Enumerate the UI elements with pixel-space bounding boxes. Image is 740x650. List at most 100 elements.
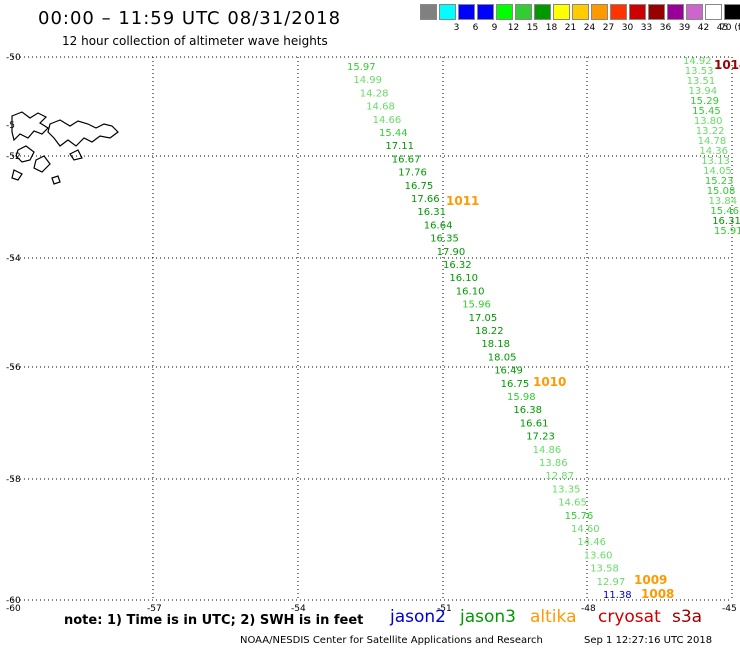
- wave-height-reading: 13.94: [689, 86, 718, 97]
- wave-height-reading: 16.61: [520, 418, 549, 429]
- color-scale-swatch: [648, 4, 665, 20]
- wave-height-reading: 17.76: [398, 168, 427, 179]
- wave-height-reading: 15.46: [710, 206, 739, 217]
- lat-label: -54: [6, 254, 21, 264]
- color-scale-label: 21: [564, 23, 577, 33]
- footnote: note: 1) Time is in UTC; 2) SWH is in fe…: [64, 613, 364, 628]
- axis-labels: -50 -5 -52 -54 -56 -58 -60 -60 -57 -54 -…: [6, 53, 737, 614]
- wave-height-reading: 15.76: [565, 511, 594, 522]
- footer-credit: NOAA/NESDIS Center for Satellite Applica…: [240, 635, 543, 646]
- color-scale-label: 45: [716, 23, 729, 33]
- pressure-label: 1011: [446, 194, 479, 208]
- islet-outline: [33, 155, 51, 173]
- wave-height-reading: 14.28: [360, 88, 389, 99]
- wave-height-reading: 14.86: [533, 445, 562, 456]
- color-scale-label: 3: [453, 23, 460, 33]
- wave-height-reading: 13.35: [552, 484, 581, 495]
- lat-label: -52: [6, 152, 21, 162]
- wave-height-reading: 16.31: [712, 216, 740, 227]
- map-title: 00:00 – 11:59 UTC 08/31/2018: [38, 8, 342, 29]
- lat-label: -60: [6, 596, 21, 606]
- wave-height-reading: 16.67: [392, 154, 421, 165]
- wave-height-reading: 13.80: [694, 116, 723, 127]
- west-falkland-outline: [11, 111, 49, 142]
- wave-height-reading: 18.22: [475, 326, 504, 337]
- altimeter-track-right: 14.9213.5313.5113.9415.2915.4513.8013.22…: [683, 56, 740, 237]
- wave-height-reading: 13.58: [590, 564, 619, 575]
- legend-cryosat: cryosat: [598, 607, 661, 627]
- wave-height-reading: 14.66: [373, 115, 402, 126]
- wave-height-reading: 14.99: [353, 75, 382, 86]
- color-scale-swatch: [667, 4, 684, 20]
- wave-height-reading: 17.11: [385, 141, 414, 152]
- wave-height-reading: 15.96: [462, 300, 491, 311]
- color-scale-label: 27: [602, 23, 615, 33]
- color-scale-label: 36: [659, 23, 672, 33]
- color-scale-swatch: [553, 4, 570, 20]
- wave-height-reading: 13.53: [685, 66, 714, 77]
- wave-height-reading: 14.60: [571, 524, 600, 535]
- color-scale-swatch: [515, 4, 532, 20]
- wave-height-reading: 12.97: [597, 577, 626, 588]
- wave-height-reading: 14.78: [698, 136, 727, 147]
- wave-height-reading: 15.91: [714, 226, 740, 237]
- footer-timestamp: Sep 1 12:27:16 UTC 2018: [584, 635, 713, 646]
- lon-label: -48: [581, 604, 596, 614]
- legend-s3a: s3a: [672, 607, 703, 627]
- wave-height-reading: 16.35: [430, 234, 459, 245]
- wave-height-reading: 11.38: [603, 590, 632, 601]
- lat-label: -5: [6, 121, 15, 131]
- color-scale-swatch: [610, 4, 627, 20]
- legend-jason2: jason2: [390, 607, 446, 627]
- wave-height-reading: 14.05: [703, 166, 732, 177]
- wave-height-reading: 13.60: [584, 550, 613, 561]
- altimeter-track-main: 15.97 14.99 14.28 14.68 14.66 15.44 17.11 16.67…: [347, 62, 632, 601]
- lat-label: -56: [6, 363, 21, 373]
- lat-label: -58: [6, 475, 21, 485]
- wave-height-reading: 14.92: [683, 56, 712, 67]
- color-scale-swatch: [572, 4, 589, 20]
- pressure-label: 1008: [641, 587, 674, 601]
- color-scale-label: 15: [526, 23, 539, 33]
- wave-height-reading: 14.36: [699, 146, 728, 157]
- wave-height-reading: 13.22: [696, 126, 725, 137]
- lon-label: -45: [722, 604, 737, 614]
- wave-height-reading: 13.84: [709, 196, 738, 207]
- wave-height-reading: 15.44: [379, 128, 408, 139]
- wave-height-reading: 16.32: [443, 260, 472, 271]
- color-scale-label: 70 (ft): [720, 23, 740, 33]
- color-scale-swatch: [420, 4, 437, 20]
- color-scale-swatch: [496, 4, 513, 20]
- wave-height-reading: 15.97: [347, 62, 376, 73]
- color-scale-swatch: [534, 4, 551, 20]
- wave-height-reading: 15.23: [705, 176, 734, 187]
- color-scale-label: 33: [640, 23, 653, 33]
- color-scale-swatch: [439, 4, 456, 20]
- wave-height-reading: 14.65: [558, 498, 587, 509]
- wave-height-reading: 18.05: [488, 352, 517, 363]
- wave-height-reading: 13.51: [687, 76, 716, 87]
- wave-height-reading: 16.75: [501, 379, 530, 390]
- lon-label: -60: [6, 604, 21, 614]
- islet-outline: [51, 175, 61, 185]
- pressure-labels: 1011 1010 1009 1008 1014: [446, 58, 740, 601]
- pressure-label: 1010: [533, 375, 566, 389]
- wave-height-reading: 13.13: [701, 156, 730, 167]
- wave-height-reading: 15.08: [707, 186, 736, 197]
- lon-label: -54: [291, 604, 306, 614]
- wave-height-reading: 14.46: [577, 537, 606, 548]
- color-scale-swatch: [724, 4, 740, 20]
- legend-altika: altika: [530, 607, 577, 627]
- wave-height-reading: 17.05: [469, 313, 498, 324]
- wave-height-reading: 16.10: [456, 286, 485, 297]
- wave-height-reading: 15.45: [692, 106, 721, 117]
- lon-label: -57: [147, 604, 162, 614]
- grid-lines: [12, 56, 733, 601]
- color-scale-label: 30: [621, 23, 634, 33]
- wave-height-reading: 15.98: [507, 392, 536, 403]
- pressure-label: 1014: [714, 58, 740, 72]
- islet-outline: [15, 145, 35, 163]
- wave-height-reading: 12.87: [545, 471, 574, 482]
- wave-height-reading: 13.86: [539, 458, 568, 469]
